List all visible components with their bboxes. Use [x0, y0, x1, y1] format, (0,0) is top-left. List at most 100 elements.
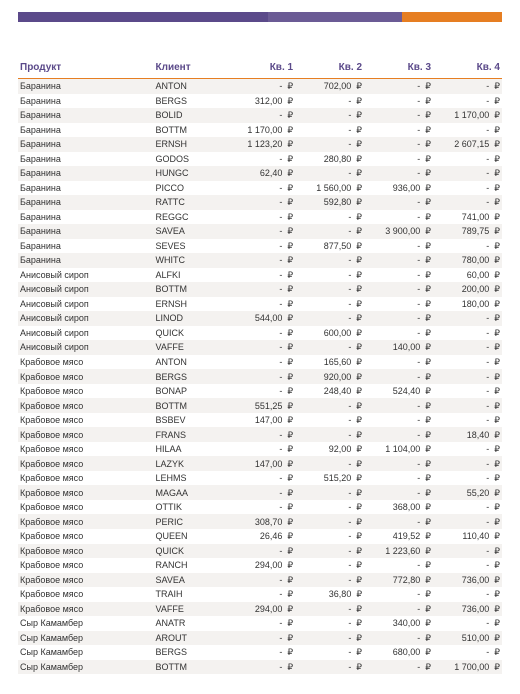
cell-q2: 600,00 ₽ [295, 326, 364, 341]
cell-q1: - ₽ [226, 355, 295, 370]
cell-q4: - ₽ [433, 326, 502, 341]
cell-q2: - ₽ [295, 631, 364, 646]
cell-q4: - ₽ [433, 94, 502, 109]
cell-q2: - ₽ [295, 210, 364, 225]
table-row: Крабовое мясоMAGAA- ₽- ₽- ₽55,20 ₽ [18, 485, 502, 500]
cell-client: QUICK [154, 326, 227, 341]
cell-client: BSBEV [154, 413, 227, 428]
cell-q4: 200,00 ₽ [433, 282, 502, 297]
table-row: Анисовый сиропQUICK- ₽600,00 ₽- ₽- ₽ [18, 326, 502, 341]
cell-q4: 60,00 ₽ [433, 268, 502, 283]
cell-q4: 1 170,00 ₽ [433, 108, 502, 123]
cell-q4: - ₽ [433, 456, 502, 471]
cell-q2: 36,80 ₽ [295, 587, 364, 602]
table-row: Анисовый сиропVAFFE- ₽- ₽140,00 ₽- ₽ [18, 340, 502, 355]
table-row: Сыр КамамберBERGS- ₽- ₽680,00 ₽- ₽ [18, 645, 502, 660]
cell-product: Баранина [18, 224, 154, 239]
table-row: Сыр КамамберAROUT- ₽- ₽- ₽510,00 ₽ [18, 631, 502, 646]
cell-q3: - ₽ [364, 471, 433, 486]
table-row: Крабовое мясоRANCH294,00 ₽- ₽- ₽- ₽ [18, 558, 502, 573]
table-row: Крабовое мясоHILAA- ₽92,00 ₽1 104,00 ₽- … [18, 442, 502, 457]
cell-q1: - ₽ [226, 340, 295, 355]
cell-q4: - ₽ [433, 195, 502, 210]
cell-q1: 147,00 ₽ [226, 413, 295, 428]
cell-client: ANTON [154, 355, 227, 370]
topbar-segment-2 [268, 12, 402, 22]
cell-q2: - ₽ [295, 485, 364, 500]
cell-q3: - ₽ [364, 660, 433, 675]
cell-product: Крабовое мясо [18, 398, 154, 413]
cell-q3: - ₽ [364, 94, 433, 109]
cell-q1: - ₽ [226, 485, 295, 500]
cell-q4: - ₽ [433, 544, 502, 559]
cell-product: Баранина [18, 123, 154, 138]
table-row: БаранинаSEVES- ₽877,50 ₽- ₽- ₽ [18, 239, 502, 254]
cell-q3: - ₽ [364, 427, 433, 442]
cell-client: ANTON [154, 79, 227, 94]
cell-q4: - ₽ [433, 616, 502, 631]
cell-client: QUICK [154, 544, 227, 559]
col-q1: Кв. 1 [226, 58, 295, 79]
topbar-segment-3 [402, 12, 502, 22]
cell-q1: - ₽ [226, 573, 295, 588]
cell-product: Сыр Камамбер [18, 660, 154, 675]
cell-product: Крабовое мясо [18, 544, 154, 559]
cell-q1: 544,00 ₽ [226, 311, 295, 326]
cell-q3: - ₽ [364, 268, 433, 283]
cell-q4: 180,00 ₽ [433, 297, 502, 312]
cell-product: Сыр Камамбер [18, 645, 154, 660]
cell-q2: - ₽ [295, 311, 364, 326]
table-row: Крабовое мясоQUEEN26,46 ₽- ₽419,52 ₽110,… [18, 529, 502, 544]
cell-q2: - ₽ [295, 137, 364, 152]
cell-q3: - ₽ [364, 108, 433, 123]
col-q2: Кв. 2 [295, 58, 364, 79]
cell-client: ALFKI [154, 268, 227, 283]
cell-q3: 772,80 ₽ [364, 573, 433, 588]
cell-q4: - ₽ [433, 369, 502, 384]
cell-client: LINOD [154, 311, 227, 326]
cell-product: Баранина [18, 79, 154, 94]
cell-q4: 18,40 ₽ [433, 427, 502, 442]
cell-q2: 592,80 ₽ [295, 195, 364, 210]
col-product: Продукт [18, 58, 154, 79]
cell-q1: 1 123,20 ₽ [226, 137, 295, 152]
table-row: Крабовое мясоSAVEA- ₽- ₽772,80 ₽736,00 ₽ [18, 573, 502, 588]
cell-q3: - ₽ [364, 137, 433, 152]
cell-q4: - ₽ [433, 442, 502, 457]
cell-q4: - ₽ [433, 500, 502, 515]
table-row: Крабовое мясоFRANS- ₽- ₽- ₽18,40 ₽ [18, 427, 502, 442]
cell-q1: - ₽ [226, 544, 295, 559]
cell-q2: 248,40 ₽ [295, 384, 364, 399]
cell-q1: - ₽ [226, 326, 295, 341]
cell-q3: 1 104,00 ₽ [364, 442, 433, 457]
cell-q4: - ₽ [433, 123, 502, 138]
table-row: Крабовое мясоBOTTM551,25 ₽- ₽- ₽- ₽ [18, 398, 502, 413]
cell-product: Баранина [18, 152, 154, 167]
table-row: БаранинаBERGS312,00 ₽- ₽- ₽- ₽ [18, 94, 502, 109]
table-row: Анисовый сиропBOTTM- ₽- ₽- ₽200,00 ₽ [18, 282, 502, 297]
cell-product: Сыр Камамбер [18, 616, 154, 631]
cell-product: Крабовое мясо [18, 573, 154, 588]
cell-client: BERGS [154, 369, 227, 384]
table-row: Крабовое мясоTRAIH- ₽36,80 ₽- ₽- ₽ [18, 587, 502, 602]
table-row: БаранинаREGGC- ₽- ₽- ₽741,00 ₽ [18, 210, 502, 225]
cell-q2: - ₽ [295, 224, 364, 239]
cell-q3: - ₽ [364, 152, 433, 167]
cell-q2: 165,60 ₽ [295, 355, 364, 370]
table-row: Крабовое мясоLAZYK147,00 ₽- ₽- ₽- ₽ [18, 456, 502, 471]
cell-q1: - ₽ [226, 631, 295, 646]
cell-q3: 936,00 ₽ [364, 181, 433, 196]
cell-client: MAGAA [154, 485, 227, 500]
cell-client: VAFFE [154, 602, 227, 617]
cell-q3: - ₽ [364, 210, 433, 225]
cell-q3: - ₽ [364, 355, 433, 370]
cell-product: Крабовое мясо [18, 500, 154, 515]
cell-q4: 736,00 ₽ [433, 602, 502, 617]
cell-product: Баранина [18, 181, 154, 196]
cell-q1: - ₽ [226, 253, 295, 268]
cell-q4: - ₽ [433, 514, 502, 529]
cell-q3: - ₽ [364, 587, 433, 602]
cell-q3: 524,40 ₽ [364, 384, 433, 399]
cell-q1: - ₽ [226, 181, 295, 196]
cell-q3: - ₽ [364, 166, 433, 181]
